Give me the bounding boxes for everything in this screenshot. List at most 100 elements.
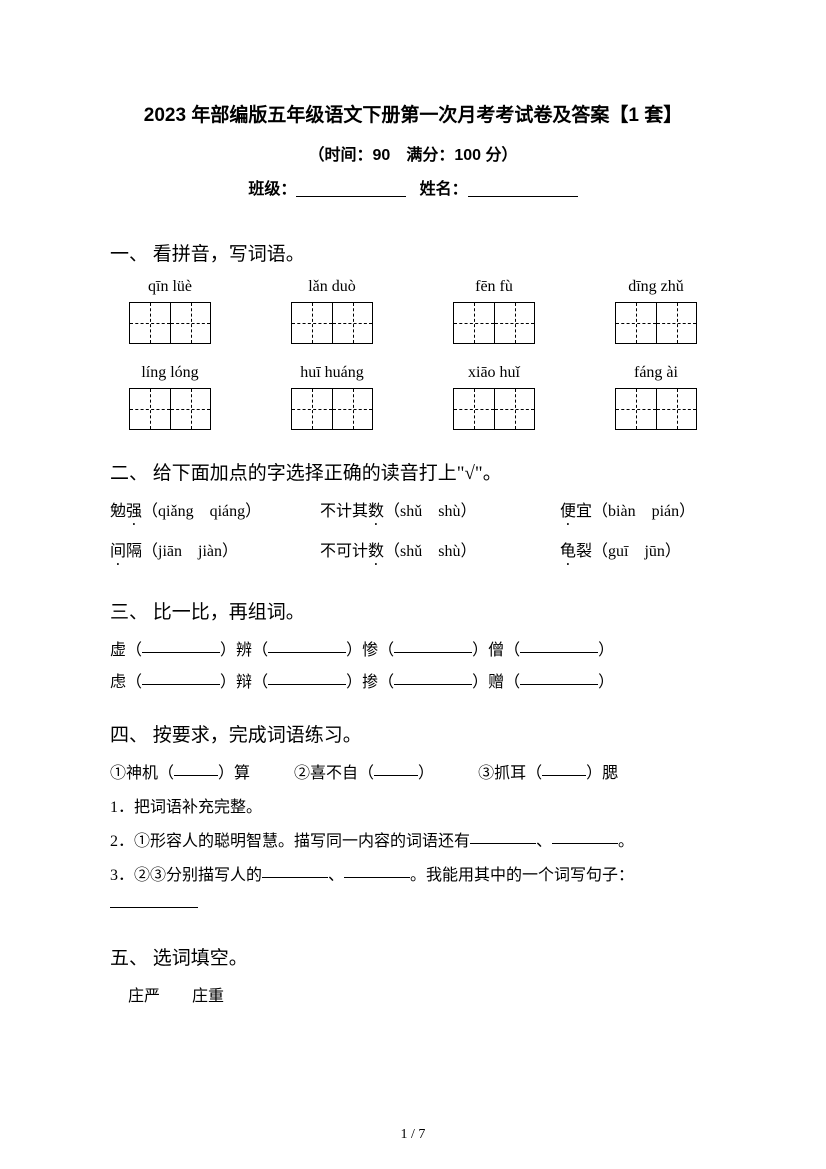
dotted-char: 间 — [110, 543, 126, 560]
text: 裂（guī jūn） — [576, 543, 681, 560]
pinyin-block: fáng ài — [596, 364, 716, 430]
char-boxes[interactable] — [615, 302, 697, 344]
blank[interactable] — [174, 775, 218, 776]
char-boxes[interactable] — [615, 388, 697, 430]
blank[interactable] — [262, 877, 328, 878]
blank[interactable] — [520, 652, 598, 653]
section-3-title: 三、 比一比，再组词。 — [110, 597, 716, 624]
section-5-title: 五、 选词填空。 — [110, 943, 716, 970]
char-boxes[interactable] — [453, 388, 535, 430]
char-boxes[interactable] — [129, 302, 211, 344]
class-label: 班级： — [248, 181, 296, 198]
pinyin-block: lǎn duò — [272, 278, 392, 344]
char-boxes[interactable] — [129, 388, 211, 430]
text: ）算 — [218, 765, 250, 782]
pinyin-block: huī huáng — [272, 364, 392, 430]
text: （shǔ shù） — [384, 503, 476, 520]
text: 、 — [328, 867, 344, 884]
blank[interactable] — [344, 877, 410, 878]
char: 惨 — [362, 642, 378, 659]
char: 虑 — [110, 674, 126, 691]
q3-row: 虚（）辨（）惨（）僧（） — [110, 636, 716, 660]
text: 宜（biàn pián） — [576, 503, 695, 520]
text: 、 — [536, 833, 552, 850]
pinyin-block: fēn fù — [434, 278, 554, 344]
page: 2023 年部编版五年级语文下册第一次月考考试卷及答案【1 套】 （时间：90 … — [0, 0, 826, 1169]
name-label: 姓名： — [420, 181, 468, 198]
q4-line: 1．把词语补充完整。 — [110, 793, 716, 817]
text: 。 — [618, 833, 634, 850]
blank[interactable] — [542, 775, 586, 776]
text: 2．①形容人的聪明智慧。描写同一内容的词语还有 — [110, 833, 470, 850]
text: ②喜不自（ — [294, 765, 374, 782]
pinyin: lǎn duò — [308, 278, 356, 296]
pinyin: dīng zhǔ — [628, 278, 684, 296]
text: 勉 — [110, 503, 126, 520]
text: 不可计 — [320, 543, 368, 560]
section-4-body: ①神机（ ）算 ②喜不自（ ） ③抓耳（ ）腮 1．把词语补充完整。 2．①形容人的聪… — [110, 759, 716, 915]
section-2-title: 二、 给下面加点的字选择正确的读音打上"√"。 — [110, 458, 716, 485]
dotted-char: 龟 — [560, 543, 576, 560]
text: 隔（jiān jiàn） — [126, 543, 238, 560]
class-blank[interactable] — [296, 196, 406, 197]
pinyin-block: dīng zhǔ — [596, 278, 716, 344]
text: 不计其 — [320, 503, 368, 520]
char: 僧 — [488, 642, 504, 659]
q4-line: 2．①形容人的聪明智慧。描写同一内容的词语还有 、 。 — [110, 827, 716, 851]
pinyin-row: líng lóng huī huáng xiāo huǐ fáng ài — [110, 364, 716, 430]
blank[interactable] — [394, 684, 472, 685]
blank[interactable] — [142, 684, 220, 685]
blank[interactable] — [110, 907, 198, 908]
blank[interactable] — [268, 652, 346, 653]
char: 虚 — [110, 642, 126, 659]
section-5-words: 庄严 庄重 — [128, 982, 716, 1006]
blank[interactable] — [394, 652, 472, 653]
pinyin-block: líng lóng — [110, 364, 230, 430]
section-1-title: 一、 看拼音，写词语。 — [110, 239, 716, 266]
dotted-char: 强 — [126, 503, 142, 520]
q2-row: 间隔（jiān jiàn） 不可计数（shǔ shù） 龟裂（guī jūn） — [110, 537, 716, 569]
blank[interactable] — [374, 775, 418, 776]
section-1-body: qīn lüè lǎn duò fēn fù dīng zhǔ líng lón… — [110, 278, 716, 430]
page-subtitle: （时间：90 满分：100 分） — [110, 141, 716, 165]
text: ） — [418, 765, 434, 782]
text: ）腮 — [586, 765, 618, 782]
char-boxes[interactable] — [291, 302, 373, 344]
text: 3．②③分别描写人的 — [110, 867, 262, 884]
name-blank[interactable] — [468, 196, 578, 197]
blank[interactable] — [142, 652, 220, 653]
pinyin: qīn lüè — [148, 278, 192, 296]
text: ③抓耳（ — [478, 765, 542, 782]
char-boxes[interactable] — [453, 302, 535, 344]
q4-line — [110, 895, 716, 915]
char: 赠 — [488, 674, 504, 691]
dotted-char: 数 — [368, 543, 384, 560]
dotted-char: 数 — [368, 503, 384, 520]
page-title: 2023 年部编版五年级语文下册第一次月考考试卷及答案【1 套】 — [110, 100, 716, 127]
pinyin-block: qīn lüè — [110, 278, 230, 344]
pinyin: líng lóng — [141, 364, 198, 382]
page-number: 1 / 7 — [0, 1127, 826, 1143]
text: ①神机（ — [110, 765, 174, 782]
text: 。我能用其中的一个词写句子： — [410, 867, 634, 884]
blank[interactable] — [470, 843, 536, 844]
pinyin: xiāo huǐ — [468, 364, 520, 382]
pinyin: fēn fù — [475, 278, 513, 296]
q2-row: 勉强（qiǎng qiáng） 不计其数（shǔ shù） 便宜（biàn pi… — [110, 497, 716, 529]
section-2-body: 勉强（qiǎng qiáng） 不计其数（shǔ shù） 便宜（biàn pi… — [110, 497, 716, 569]
char-boxes[interactable] — [291, 388, 373, 430]
blank[interactable] — [552, 843, 618, 844]
section-3-body: 虚（）辨（）惨（）僧（） 虑（）辩（）掺（）赠（） — [110, 636, 716, 692]
dotted-char: 便 — [560, 503, 576, 520]
pinyin: huī huáng — [300, 364, 364, 382]
char: 辩 — [236, 674, 252, 691]
text: （qiǎng qiáng） — [142, 503, 261, 520]
char: 辨 — [236, 642, 252, 659]
q4-line: 3．②③分别描写人的 、 。我能用其中的一个词写句子： — [110, 861, 716, 885]
blank[interactable] — [268, 684, 346, 685]
blank[interactable] — [520, 684, 598, 685]
q3-row: 虑（）辩（）掺（）赠（） — [110, 668, 716, 692]
pinyin-block: xiāo huǐ — [434, 364, 554, 430]
pinyin-row: qīn lüè lǎn duò fēn fù dīng zhǔ — [110, 278, 716, 344]
char: 掺 — [362, 674, 378, 691]
